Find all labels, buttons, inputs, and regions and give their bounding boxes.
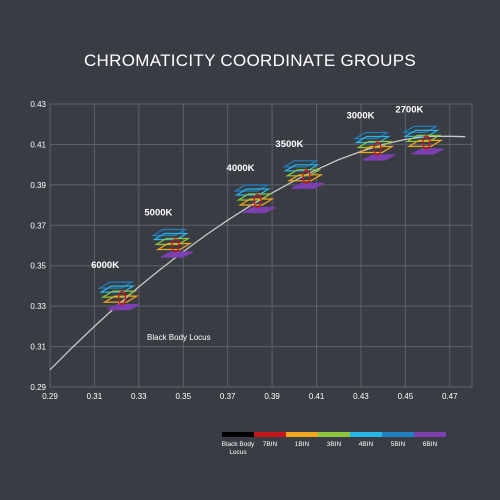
cct-label: 6000K bbox=[91, 260, 119, 271]
legend-label: 7BIN bbox=[263, 441, 278, 448]
chart-title: CHROMATICITY COORDINATE GROUPS bbox=[84, 51, 416, 70]
legend-swatch bbox=[318, 432, 350, 437]
y-tick-label: 0.39 bbox=[30, 181, 46, 190]
bin-3-quad bbox=[356, 140, 393, 149]
bin-7-ellipse bbox=[117, 290, 127, 306]
group-5000k: 5000K bbox=[144, 208, 194, 258]
bin-4-quad bbox=[403, 129, 440, 137]
legend-swatch bbox=[222, 432, 254, 437]
x-tick-label: 0.45 bbox=[398, 392, 414, 401]
legend-label: 4BIN bbox=[359, 441, 374, 448]
bin-3-quad bbox=[100, 290, 138, 298]
y-tick-label: 0.31 bbox=[30, 343, 46, 352]
bin-4-quad bbox=[354, 135, 391, 144]
bin-5-quad bbox=[353, 131, 390, 140]
bin-5-quad bbox=[97, 281, 134, 289]
legend-label: 3BIN bbox=[327, 441, 342, 448]
cct-label: 3500K bbox=[275, 139, 303, 150]
x-tick-label: 0.31 bbox=[87, 392, 103, 401]
bin-7-ellipse bbox=[373, 141, 382, 156]
y-tick-label: 0.29 bbox=[30, 383, 46, 392]
cct-label: 5000K bbox=[144, 208, 172, 219]
bin-7-ellipse bbox=[422, 135, 431, 150]
bin-4-quad bbox=[99, 285, 136, 293]
group-3500k: 3500K bbox=[275, 139, 325, 189]
x-tick-label: 0.35 bbox=[175, 392, 191, 401]
coordinate-groups: 6000K 5000K 4000K 3500K 3000K 2700K bbox=[91, 104, 445, 311]
legend-swatch bbox=[414, 432, 446, 437]
bin-4-quad bbox=[152, 232, 189, 241]
x-tick-label: 0.29 bbox=[42, 392, 58, 401]
cct-label: 4000K bbox=[227, 163, 255, 174]
legend-swatch bbox=[254, 432, 286, 437]
bin-3-quad bbox=[236, 193, 273, 201]
bin-6-quad bbox=[291, 182, 325, 189]
bin-6-quad bbox=[362, 154, 396, 161]
black-body-locus bbox=[49, 135, 466, 371]
y-tick-label: 0.43 bbox=[30, 100, 46, 109]
bin-4-quad bbox=[234, 188, 271, 196]
cct-label: 2700K bbox=[395, 104, 423, 115]
x-tick-label: 0.37 bbox=[220, 392, 236, 401]
legend-swatch bbox=[286, 432, 318, 437]
bin-7-ellipse bbox=[253, 193, 262, 209]
legend-swatch bbox=[350, 432, 382, 437]
y-tick-label: 0.37 bbox=[30, 221, 46, 230]
legend-label: Black Body Locus bbox=[222, 441, 255, 456]
bin-5-quad bbox=[150, 228, 188, 237]
bin-6-quad bbox=[411, 148, 445, 155]
legend-label: 6BIN bbox=[423, 441, 438, 448]
bin-7-ellipse bbox=[302, 169, 311, 184]
y-tick-label: 0.35 bbox=[30, 262, 46, 271]
legend-label: 5BIN bbox=[391, 441, 406, 448]
cct-label: 3000K bbox=[346, 110, 374, 121]
locus-line bbox=[49, 135, 466, 371]
group-3000k: 3000K bbox=[346, 110, 396, 161]
group-2700k: 2700K bbox=[395, 104, 445, 155]
bin-5-quad bbox=[401, 125, 439, 133]
x-tick-label: 0.33 bbox=[131, 392, 147, 401]
y-tick-label: 0.41 bbox=[30, 140, 46, 149]
x-tick-label: 0.43 bbox=[353, 392, 369, 401]
bin-5-quad bbox=[233, 184, 270, 192]
x-tick-label: 0.41 bbox=[309, 392, 325, 401]
bin-3-quad bbox=[154, 237, 191, 246]
group-6000k: 6000K bbox=[91, 260, 140, 311]
legend-label: 1BIN bbox=[295, 441, 310, 448]
bin-6-quad bbox=[160, 251, 194, 258]
bin-3-quad bbox=[405, 134, 442, 142]
locus-label: Black Body Locus bbox=[147, 333, 211, 342]
bin-6-quad bbox=[107, 304, 140, 311]
legend: Black Body Locus 7BIN 1BIN 3BIN 4BIN 5BIN 6BIN bbox=[222, 432, 446, 456]
bin-5-quad bbox=[282, 160, 319, 168]
x-tick-label: 0.47 bbox=[442, 392, 458, 401]
y-tick-label: 0.33 bbox=[30, 302, 46, 311]
bin-3-quad bbox=[285, 169, 322, 177]
group-4000k: 4000K bbox=[227, 163, 276, 214]
bin-7-ellipse bbox=[171, 238, 180, 253]
bin-6-quad bbox=[242, 206, 276, 214]
bin-4-quad bbox=[283, 164, 320, 172]
x-tick-label: 0.39 bbox=[264, 392, 280, 401]
legend-swatch bbox=[382, 432, 414, 437]
tick-labels: 0.29 0.31 0.33 0.35 0.37 0.39 0.41 0.43 0.45 0.47… bbox=[30, 100, 458, 401]
